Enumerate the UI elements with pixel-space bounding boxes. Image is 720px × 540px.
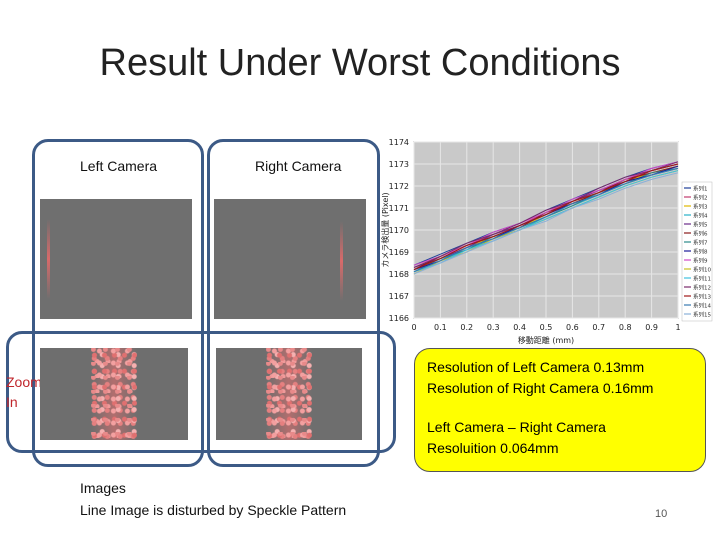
y-tick-label: 1166 — [389, 314, 409, 323]
legend-entry: 系列8 — [693, 248, 708, 256]
legend-entry: 系列9 — [693, 257, 708, 265]
x-tick-label: 0.9 — [645, 323, 658, 332]
legend-entry: 系列12 — [693, 284, 711, 292]
slide-title: Result Under Worst Conditions — [99, 42, 621, 84]
x-tick-label: 0.3 — [487, 323, 500, 332]
callout-spacer — [427, 399, 693, 417]
legend-entry: 系列3 — [693, 203, 708, 211]
x-axis-label: 移動距離 (mm) — [518, 335, 574, 345]
series-line — [413, 163, 679, 271]
legend-entry: 系列13 — [693, 293, 711, 301]
right-speckle-pattern — [266, 348, 312, 440]
displacement-chart: 1166 1167 1168 1169 1170 1171 1172 1173 1174 0 0.1… — [380, 138, 713, 345]
y-axis-label: カメラ検出量 (Pixel) — [380, 192, 390, 267]
y-tick-label: 1172 — [389, 182, 409, 191]
page-number: 10 — [655, 508, 668, 520]
left-zoom-image — [40, 348, 188, 440]
callout-line-4: Resoluition 0.064mm — [427, 440, 559, 456]
resolution-callout: Resolution of Left Camera 0.13mm Resolut… — [414, 348, 706, 472]
images-caption-line2: Line Image is disturbed by Speckle Patte… — [80, 502, 347, 518]
legend-entry: 系列15 — [693, 311, 711, 319]
legend-entry: 系列5 — [693, 221, 708, 229]
right-camera-frame — [207, 139, 380, 467]
left-camera-frame — [32, 139, 204, 467]
legend-entry: 系列6 — [693, 230, 708, 238]
callout-line-3: Left Camera – Right Camera — [427, 419, 606, 435]
x-tick-label: 0.6 — [566, 323, 579, 332]
x-tick-label: 0.5 — [540, 323, 553, 332]
legend-entry: 系列1 — [693, 185, 708, 193]
images-caption-line1: Images — [80, 480, 126, 496]
y-tick-label: 1171 — [389, 204, 409, 213]
callout-line-2: Resolution of Right Camera 0.16mm — [427, 380, 654, 396]
y-tick-label: 1170 — [389, 226, 409, 235]
legend-entry: 系列2 — [693, 194, 708, 202]
zoom-label-line1: Zoom — [6, 374, 42, 390]
series-line — [413, 161, 679, 266]
legend-entry: 系列14 — [693, 302, 711, 310]
x-tick-label: 0.2 — [460, 323, 473, 332]
legend-entry: 系列10 — [693, 266, 711, 274]
x-tick-label: 0.7 — [592, 323, 605, 332]
x-tick-label: 1 — [675, 323, 680, 332]
right-zoom-image — [216, 348, 362, 440]
series-line — [413, 161, 679, 268]
left-line-trace — [47, 219, 50, 299]
legend-entry: 系列11 — [693, 275, 711, 283]
series-line — [413, 167, 679, 273]
y-tick-label: 1174 — [389, 138, 409, 147]
y-tick-label: 1167 — [389, 292, 409, 301]
left-speckle-pattern — [91, 348, 137, 440]
right-line-trace — [340, 221, 343, 301]
right-camera-label: Right Camera — [255, 158, 342, 174]
legend-entry: 系列7 — [693, 239, 708, 247]
left-camera-image — [40, 199, 192, 319]
x-tick-label: 0.4 — [513, 323, 526, 332]
legend-entry: 系列4 — [693, 212, 708, 220]
series-line — [413, 172, 679, 275]
zoom-frame — [6, 331, 396, 453]
right-camera-image — [214, 199, 366, 319]
callout-line-1: Resolution of Left Camera 0.13mm — [427, 359, 645, 375]
y-tick-label: 1169 — [389, 248, 409, 257]
x-tick-label: 0 — [411, 323, 416, 332]
zoom-label-line2: In — [6, 394, 18, 410]
y-tick-label: 1173 — [389, 160, 409, 169]
x-tick-label: 0.8 — [619, 323, 632, 332]
left-camera-label: Left Camera — [80, 158, 158, 174]
y-tick-label: 1168 — [389, 270, 409, 279]
x-tick-label: 0.1 — [434, 323, 447, 332]
series-line — [413, 170, 679, 273]
